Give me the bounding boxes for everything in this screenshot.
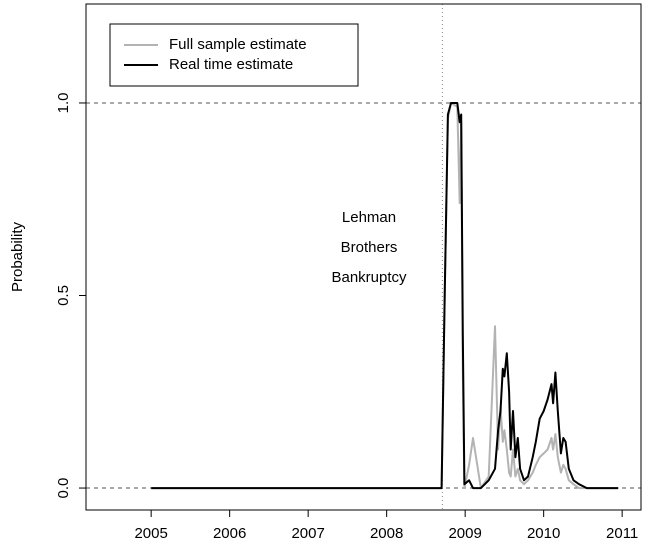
- annotation: Bankruptcy: [331, 269, 407, 286]
- series-line: [151, 102, 619, 490]
- x-tick-label: 2010: [527, 525, 560, 542]
- plot-frame: [85, 3, 642, 511]
- series-line: [151, 102, 619, 490]
- x-tick-label: 2007: [291, 525, 324, 542]
- x-tick-label: 2009: [448, 525, 481, 542]
- y-tick-label: 1.0: [55, 93, 72, 114]
- x-tick-label: 2005: [134, 525, 167, 542]
- legend-box: [109, 23, 359, 87]
- x-tick-label: 2006: [213, 525, 246, 542]
- y-tick-label: 0.5: [55, 285, 72, 306]
- x-tick-label: 2008: [370, 525, 403, 542]
- legend-label: Real time estimate: [169, 56, 293, 73]
- y-axis-label: Probability: [9, 221, 26, 292]
- x-tick-label: 2011: [606, 525, 638, 542]
- annotation: Lehman: [342, 209, 396, 226]
- y-tick-label: 0.0: [55, 478, 72, 499]
- legend-label: Full sample estimate: [169, 36, 307, 53]
- annotation: Brothers: [341, 239, 398, 256]
